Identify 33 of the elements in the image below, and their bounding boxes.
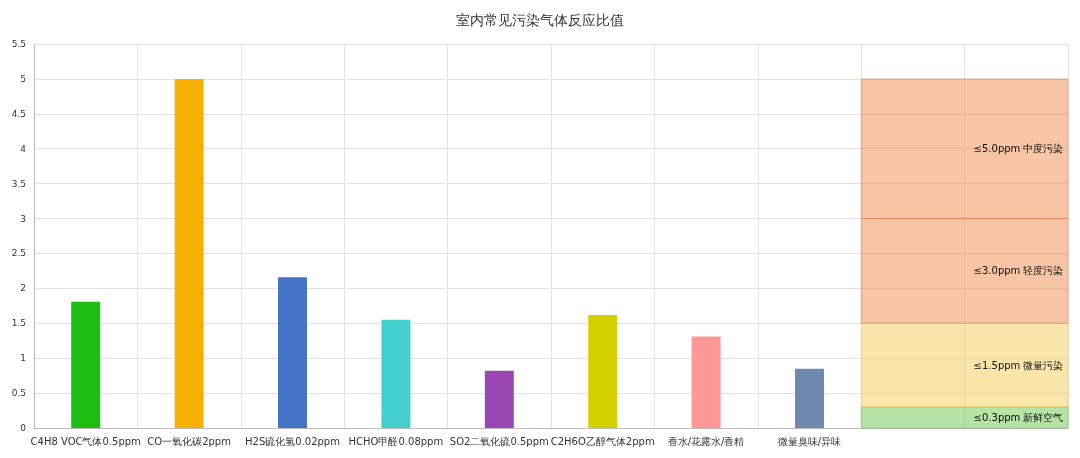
chart-title: 室内常见污染气体反应比值 [456, 12, 624, 28]
y-tick-label: 0 [20, 423, 27, 433]
band-label: ≤1.5ppm 微量污染 [973, 359, 1064, 371]
bar [588, 314, 618, 428]
y-tick-label: 5.5 [11, 39, 26, 49]
x-tick-label: C2H6O乙醇气体2ppm [550, 435, 655, 447]
bar [691, 336, 721, 428]
y-tick-label: 0.5 [11, 388, 26, 399]
x-tick-label: C4H8 VOC气体0.5ppm [30, 435, 141, 447]
x-tick-label: 微量臭味/异味 [777, 435, 842, 447]
x-tick-label: CO一氧化碳2ppm [147, 435, 231, 447]
y-tick-label: 3.5 [11, 178, 26, 189]
band-label: ≤5.0ppm 中度污染 [973, 143, 1064, 155]
bar [71, 301, 101, 428]
band-label: ≤3.0ppm 轻度污染 [973, 265, 1064, 277]
y-tick-label: 2.5 [11, 248, 26, 259]
x-tick-label: H2S硫化氢0.02ppm [245, 435, 340, 447]
y-tick-label: 5 [20, 73, 26, 84]
bar [484, 370, 514, 428]
y-tick-label: 4.5 [11, 108, 26, 119]
x-tick-label: SO2二氧化硫0.5ppm [449, 435, 549, 447]
bar [278, 277, 307, 428]
bar [381, 319, 411, 428]
y-tick-label: 3 [20, 213, 26, 224]
x-tick-label: 香水/花露水/香精 [667, 435, 745, 447]
y-tick-label: 4 [20, 143, 27, 154]
y-tick-label: 2 [20, 283, 26, 294]
x-tick-label: HCHO甲醛0.08ppm [348, 435, 444, 447]
y-tick-label: 1.5 [11, 318, 26, 329]
bar [174, 78, 204, 428]
band-label: ≤0.3ppm 新鲜空气 [973, 412, 1064, 424]
bar [795, 368, 824, 428]
y-tick-label: 1 [20, 353, 26, 364]
